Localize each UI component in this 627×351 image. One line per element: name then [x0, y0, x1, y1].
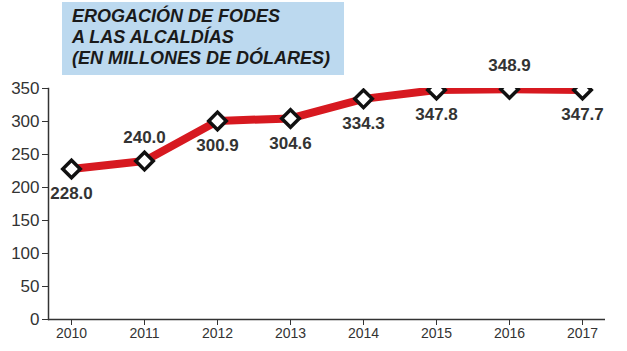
svg-text:50: 50: [21, 277, 40, 296]
svg-text:2016: 2016: [494, 325, 525, 341]
svg-text:228.0: 228.0: [50, 184, 93, 203]
svg-text:300: 300: [11, 112, 39, 131]
svg-text:2012: 2012: [202, 325, 233, 341]
svg-text:0: 0: [30, 310, 39, 329]
svg-text:2013: 2013: [275, 325, 306, 341]
svg-text:347.8: 347.8: [415, 105, 458, 124]
svg-text:348.9: 348.9: [488, 56, 531, 75]
svg-text:240.0: 240.0: [123, 128, 166, 147]
svg-text:350: 350: [11, 79, 39, 98]
svg-text:2014: 2014: [348, 325, 379, 341]
svg-text:300.9: 300.9: [196, 136, 239, 155]
svg-text:150: 150: [11, 211, 39, 230]
html-text:EROGACIÓN DE FODES A LAS ALCAL: EROGACIÓN DE FODES A LAS ALCALDÍAS (EN M…: [72, 6, 330, 68]
svg-text:2011: 2011: [129, 325, 159, 341]
svg-text:100: 100: [11, 244, 39, 263]
svg-text:2017: 2017: [567, 325, 598, 341]
svg-text:2010: 2010: [56, 325, 87, 341]
svg-text:347.7: 347.7: [561, 105, 604, 124]
svg-text:250: 250: [11, 145, 39, 164]
svg-text:200: 200: [11, 178, 39, 197]
svg-text:304.6: 304.6: [269, 134, 312, 153]
svg-text:334.3: 334.3: [342, 114, 385, 133]
svg-text:2015: 2015: [421, 325, 452, 341]
